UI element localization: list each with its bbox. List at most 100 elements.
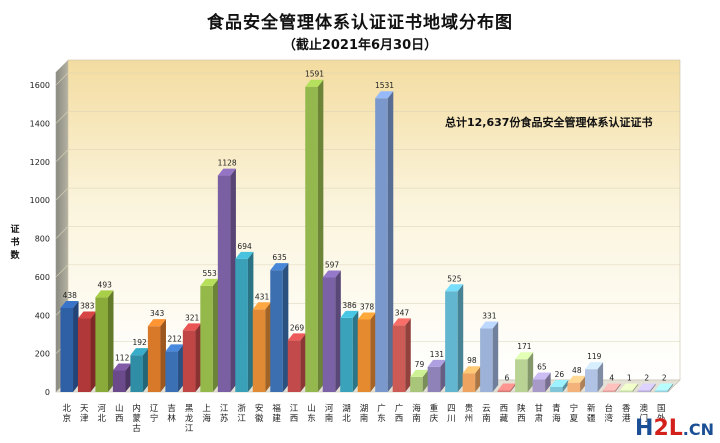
x-category-char: 东 bbox=[377, 413, 386, 424]
value-label: 119 bbox=[587, 352, 602, 361]
bar-top bbox=[200, 278, 219, 286]
gridline-side bbox=[55, 264, 69, 278]
bar-front bbox=[112, 370, 126, 392]
bar-front bbox=[375, 98, 388, 392]
bar-front bbox=[252, 309, 266, 392]
bar-side bbox=[160, 319, 166, 392]
bar-front bbox=[637, 390, 651, 392]
bar-side bbox=[125, 363, 131, 392]
bar-33 bbox=[637, 383, 656, 392]
bar-1 bbox=[77, 311, 97, 392]
x-category-char: 山 bbox=[115, 403, 124, 414]
site-watermark: H2L.CN bbox=[635, 416, 714, 441]
x-category-char: 湾 bbox=[605, 413, 614, 424]
x-category-char: 夏 bbox=[570, 414, 579, 424]
bar-top bbox=[585, 362, 604, 370]
value-label: 2 bbox=[644, 374, 649, 383]
bar-31 bbox=[602, 383, 621, 392]
value-label: 212 bbox=[167, 334, 182, 343]
bar-top bbox=[445, 284, 464, 292]
x-category-char: 北 bbox=[342, 414, 351, 424]
bar-top bbox=[322, 270, 341, 278]
x-category-char: 重 bbox=[430, 403, 439, 414]
bar-top bbox=[550, 380, 569, 388]
bar-top bbox=[95, 290, 114, 298]
x-category-char: 京 bbox=[62, 413, 71, 424]
bar-28 bbox=[550, 380, 569, 392]
bar-side bbox=[615, 383, 621, 392]
x-category-char: 外 bbox=[657, 413, 666, 424]
gridline-side bbox=[55, 72, 69, 86]
value-label: 4 bbox=[609, 374, 614, 383]
x-category-char: 青 bbox=[552, 403, 561, 414]
bar-18 bbox=[375, 91, 394, 392]
x-category-char: 南 bbox=[360, 413, 369, 424]
bar-2 bbox=[95, 290, 114, 392]
x-category-char: 浙 bbox=[237, 403, 246, 414]
x-category-char: 州 bbox=[465, 414, 474, 424]
bar-5 bbox=[147, 319, 166, 392]
x-category-char: 门 bbox=[640, 413, 649, 424]
bar-side bbox=[317, 79, 324, 393]
bar-13 bbox=[287, 333, 306, 392]
bar-side bbox=[580, 375, 586, 392]
bar-front bbox=[357, 319, 371, 392]
bar-30 bbox=[585, 362, 604, 392]
bar-top bbox=[340, 310, 359, 318]
x-category-char: 海 bbox=[412, 403, 421, 414]
bar-top bbox=[217, 168, 236, 176]
bar-side bbox=[457, 284, 464, 392]
bar-front bbox=[235, 258, 248, 392]
bar-side bbox=[597, 362, 604, 392]
x-category-char: 辽 bbox=[150, 404, 159, 414]
value-label: 331 bbox=[482, 311, 497, 320]
x-category-char: 南 bbox=[482, 413, 491, 424]
value-label: 112 bbox=[115, 354, 130, 363]
x-category-char: 宁 bbox=[150, 413, 159, 424]
x-category-char: 龙 bbox=[185, 413, 194, 424]
bar-3 bbox=[112, 363, 131, 392]
bar-23 bbox=[462, 366, 481, 392]
x-category-char: 湖 bbox=[360, 404, 369, 414]
value-label: 1128 bbox=[218, 159, 237, 168]
value-label: 386 bbox=[342, 301, 357, 310]
value-label: 131 bbox=[430, 350, 445, 359]
bar-side bbox=[527, 352, 534, 392]
bar-top bbox=[60, 300, 79, 308]
value-label: 65 bbox=[537, 363, 547, 372]
bar-side bbox=[195, 323, 201, 392]
bar-front bbox=[182, 330, 196, 392]
value-label: 26 bbox=[555, 370, 565, 379]
bar-front bbox=[532, 379, 546, 392]
bar-side bbox=[177, 344, 184, 392]
value-label: 343 bbox=[150, 309, 165, 318]
value-label: 553 bbox=[202, 269, 217, 278]
bar-front bbox=[287, 340, 301, 392]
bar-21 bbox=[427, 359, 446, 392]
value-label: 597 bbox=[325, 260, 340, 269]
bar-24 bbox=[480, 321, 499, 392]
x-category-char: 内 bbox=[132, 403, 141, 414]
bar-side bbox=[562, 380, 569, 392]
bar-15 bbox=[322, 270, 341, 392]
value-label: 635 bbox=[272, 253, 287, 262]
bar-top bbox=[427, 359, 446, 367]
x-category-char: 上 bbox=[202, 404, 211, 414]
x-category-char: 澳 bbox=[640, 403, 649, 414]
y-tick-label: 600 bbox=[35, 273, 50, 282]
bar-front bbox=[60, 307, 74, 392]
bar-32 bbox=[619, 383, 639, 392]
bar-side bbox=[73, 300, 79, 392]
bar-top bbox=[654, 383, 674, 391]
bar-front bbox=[515, 359, 528, 392]
x-category-char: 香 bbox=[622, 403, 631, 414]
x-category-char: 西 bbox=[517, 414, 526, 424]
bar-side bbox=[370, 312, 376, 392]
x-category-char: 新 bbox=[587, 403, 596, 414]
value-label: 383 bbox=[80, 302, 95, 311]
bar-top bbox=[637, 383, 656, 391]
x-category-char: 海 bbox=[202, 413, 211, 424]
bar-side bbox=[667, 383, 674, 392]
bar-top bbox=[410, 369, 429, 377]
chart-title: 食品安全管理体系认证证书地域分布图 bbox=[207, 13, 513, 33]
